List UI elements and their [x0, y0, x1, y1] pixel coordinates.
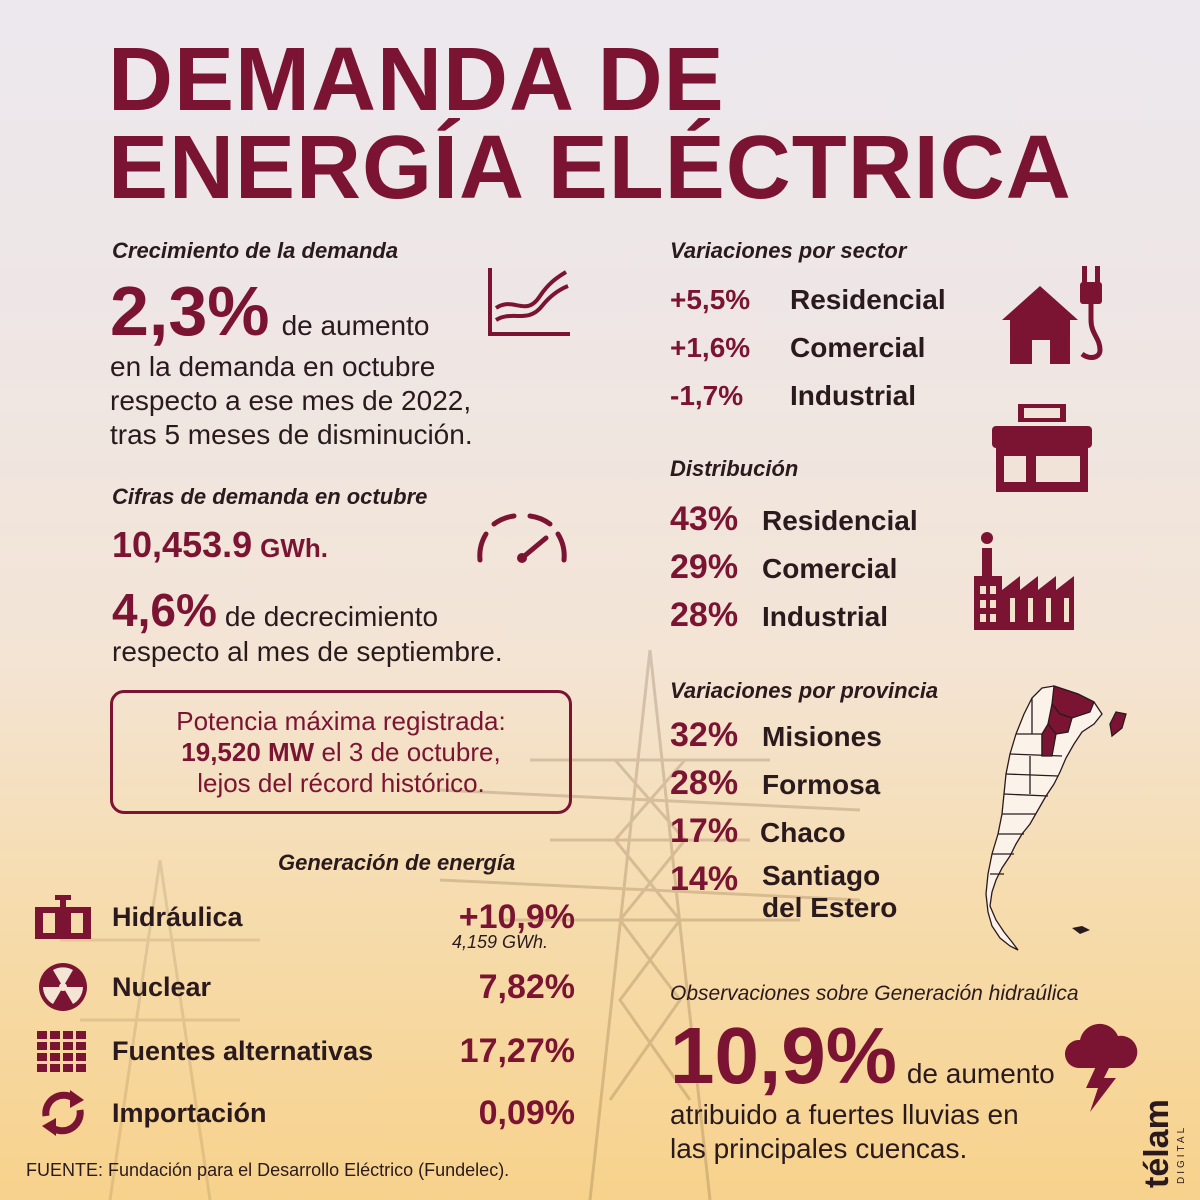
- generation-label: Generación de energía: [278, 850, 516, 875]
- growth-pct: 2,3%: [110, 272, 270, 350]
- province-label-santiago-2: del Estero: [762, 892, 898, 923]
- province-label-formosa: Formosa: [762, 769, 881, 800]
- generation-value-nuclear: 7,82%: [478, 967, 575, 1006]
- sector-pct-residencial: +5,5%: [670, 284, 751, 315]
- source-footer: FUENTE: Fundación para el Desarrollo Elé…: [26, 1160, 510, 1180]
- distribution-row-residencial: 43% Residencial: [670, 500, 918, 539]
- sector-row-residencial: +5,5% Residencial: [670, 284, 946, 316]
- storm-cloud-icon: [1064, 1023, 1138, 1112]
- page-title: DEMANDA DE ENERGÍA ELÉCTRICA: [108, 30, 1108, 218]
- distribution-row-industrial: 28% Industrial: [670, 596, 888, 635]
- distribution-label-comercial: Comercial: [762, 553, 898, 584]
- peak-value: 19,520 MW: [181, 736, 315, 767]
- figures-value: 10,453.9: [112, 524, 253, 565]
- hydro-obs-block: 10,9% de aumento atribuido a fuertes llu…: [670, 1014, 1055, 1166]
- sector-label-comercial: Comercial: [790, 332, 926, 363]
- decrease-line-2: respecto al mes de septiembre.: [112, 636, 503, 667]
- factory-icon: [974, 532, 1074, 630]
- province-label-chaco: Chaco: [760, 817, 846, 848]
- distribution-label-industrial: Industrial: [762, 601, 889, 632]
- province-row-formosa: 28% Formosa: [670, 764, 880, 803]
- peak-line-2: 19,520 MW el 3 de octubre,: [181, 737, 500, 768]
- figures-unit: GWh.: [260, 533, 329, 563]
- generation-label-import: Importación: [112, 1097, 267, 1128]
- sector-pct-industrial: -1,7%: [670, 380, 744, 411]
- province-pct-formosa: 28%: [670, 764, 739, 802]
- generation-label-hydro: Hidráulica: [112, 901, 243, 932]
- radiation-icon: [30, 962, 96, 1012]
- hydro-obs-inline: de aumento: [906, 1058, 1055, 1089]
- hydro-obs-line-3: las principales cuencas.: [670, 1133, 968, 1164]
- distribution-row-comercial: 29% Comercial: [670, 548, 897, 587]
- title-line-1: DEMANDA DE: [108, 30, 725, 130]
- province-row-chaco: 17% Chaco: [670, 812, 846, 851]
- growth-line-1: en la demanda en octubre: [110, 351, 436, 382]
- sector-pct-comercial: +1,6%: [670, 332, 751, 363]
- recycle-arrows-icon: [30, 1088, 96, 1138]
- power-tower-background-left: [60, 860, 260, 1200]
- speedometer-icon: [477, 513, 567, 563]
- svg-text:DIGITAL: DIGITAL: [1176, 1125, 1187, 1184]
- peak-power-box: Potencia máxima registrada: 19,520 MW el…: [110, 690, 572, 814]
- decrease-inline: de decrecimiento: [224, 601, 439, 632]
- hydro-obs-label: Observaciones sobre Generación hidraúlic…: [670, 982, 1079, 1005]
- growth-line-2: respecto a ese mes de 2022,: [110, 385, 472, 416]
- distribution-pct-residencial: 43%: [670, 500, 739, 538]
- peak-line-1: Potencia máxima registrada:: [176, 705, 506, 736]
- generation-label-nuclear: Nuclear: [112, 971, 212, 1002]
- generation-sub-hydro: 4,159 GWh.: [452, 932, 549, 952]
- generation-row-alternative: Fuentes alternativas 17,27%: [30, 1026, 575, 1076]
- province-label-santiago-1: Santiago: [762, 860, 881, 891]
- argentina-map-icon: [985, 685, 1127, 951]
- hydro-obs-line-2: atribuido a fuertes lluvias en: [670, 1099, 1019, 1130]
- growth-inline-text: de aumento: [281, 310, 430, 341]
- province-row-santiago: 14% Santiago del Estero: [670, 860, 897, 924]
- sector-row-comercial: +1,6% Comercial: [670, 332, 925, 364]
- generation-row-import: Importación 0,09%: [30, 1088, 575, 1138]
- sector-row-industrial: -1,7% Industrial: [670, 380, 916, 412]
- generation-value-import: 0,09%: [478, 1093, 575, 1132]
- hydro-obs-pct: 10,9%: [670, 1011, 897, 1100]
- sector-label-residencial: Residencial: [790, 284, 946, 315]
- generation-value-hydro: +10,9%: [458, 897, 575, 936]
- title-line-2: ENERGÍA ELÉCTRICA: [108, 118, 1072, 218]
- dam-icon: [30, 892, 96, 942]
- growth-chart-icon: [488, 268, 570, 336]
- province-row-misiones: 32% Misiones: [670, 716, 882, 755]
- growth-label: Crecimiento de la demanda: [112, 238, 399, 263]
- solar-panel-icon: [30, 1026, 96, 1076]
- peak-date: el 3 de octubre,: [314, 736, 501, 767]
- generation-row-hydro: Hidráulica +10,9%: [30, 892, 575, 942]
- generation-label-alternative: Fuentes alternativas: [112, 1035, 374, 1066]
- house-plug-icon: [1002, 266, 1103, 364]
- growth-block: 2,3% de aumento en la demanda en octubre…: [110, 272, 473, 452]
- province-pct-santiago: 14%: [670, 860, 739, 898]
- province-label-misiones: Misiones: [762, 721, 882, 752]
- distribution-label: Distribución: [670, 456, 799, 481]
- province-pct-misiones: 32%: [670, 716, 739, 754]
- decrease-pct: 4,6%: [112, 584, 217, 636]
- generation-row-nuclear: Nuclear 7,82%: [30, 962, 575, 1012]
- telam-logo: télam DIGITAL: [1138, 1099, 1187, 1188]
- distribution-pct-industrial: 28%: [670, 596, 739, 634]
- svg-text:télam: télam: [1138, 1099, 1176, 1188]
- province-pct-chaco: 17%: [670, 812, 739, 850]
- distribution-pct-comercial: 29%: [670, 548, 739, 586]
- shop-icon: [992, 404, 1092, 492]
- sector-label: Variaciones por sector: [670, 238, 907, 263]
- generation-value-alternative: 17,27%: [459, 1031, 575, 1070]
- figures-label: Cifras de demanda en octubre: [112, 484, 428, 509]
- distribution-label-residencial: Residencial: [762, 505, 918, 536]
- sector-label-industrial: Industrial: [790, 380, 917, 411]
- province-label: Variaciones por provincia: [670, 678, 939, 703]
- growth-line-3: tras 5 meses de disminución.: [110, 419, 473, 450]
- figures-value-row: 10,453.9 GWh.: [112, 524, 328, 566]
- peak-line-3: lejos del récord histórico.: [197, 767, 485, 798]
- decrease-block: 4,6% de decrecimiento respecto al mes de…: [112, 585, 503, 669]
